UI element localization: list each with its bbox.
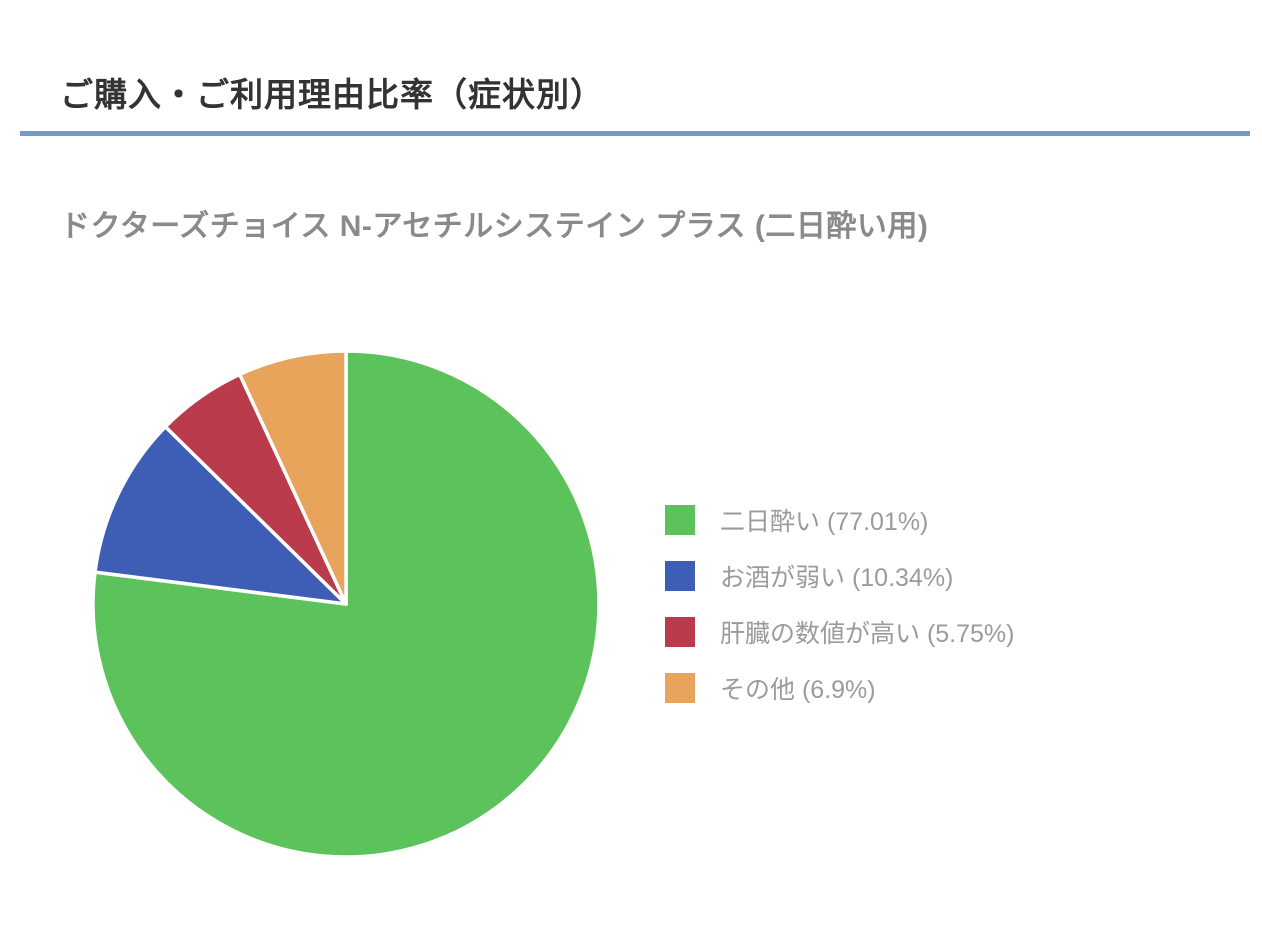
legend-item-2[interactable]: 肝臓の数値が高い (5.75%)	[665, 617, 1015, 648]
pie-chart[interactable]	[90, 348, 602, 860]
legend: 二日酔い (77.01%) お酒が弱い (10.34%) 肝臓の数値が高い (5.7…	[665, 505, 1014, 729]
legend-label: その他 (6.9%)	[720, 676, 876, 704]
legend-swatch-icon	[665, 617, 695, 647]
page-title: ご購入・ご利用理由比率（症状別）	[60, 76, 604, 113]
legend-swatch-icon	[665, 505, 695, 535]
pie-slice-1[interactable]	[93, 425, 348, 606]
pie-chart-svg[interactable]	[90, 348, 602, 860]
legend-label: 二日酔い (77.01%)	[720, 508, 929, 536]
legend-swatch-icon	[665, 673, 695, 703]
header-divider	[20, 131, 1250, 136]
legend-item-3[interactable]: その他 (6.9%)	[665, 673, 1014, 704]
product-subtitle: ドクターズチョイス N-アセチルシステイン プラス (二日酔い用)	[60, 210, 929, 243]
legend-item-0[interactable]: 二日酔い (77.01%)	[665, 505, 1014, 536]
header-halftone-band	[20, 45, 1250, 91]
pie-slice-3[interactable]	[237, 349, 348, 606]
legend-item-1[interactable]: お酒が弱い (10.34%)	[665, 561, 1014, 592]
legend-label: お酒が弱い (10.34%)	[720, 564, 954, 592]
legend-swatch-icon	[665, 561, 695, 591]
legend-label: 肝臓の数値が高い (5.75%)	[720, 620, 1015, 648]
